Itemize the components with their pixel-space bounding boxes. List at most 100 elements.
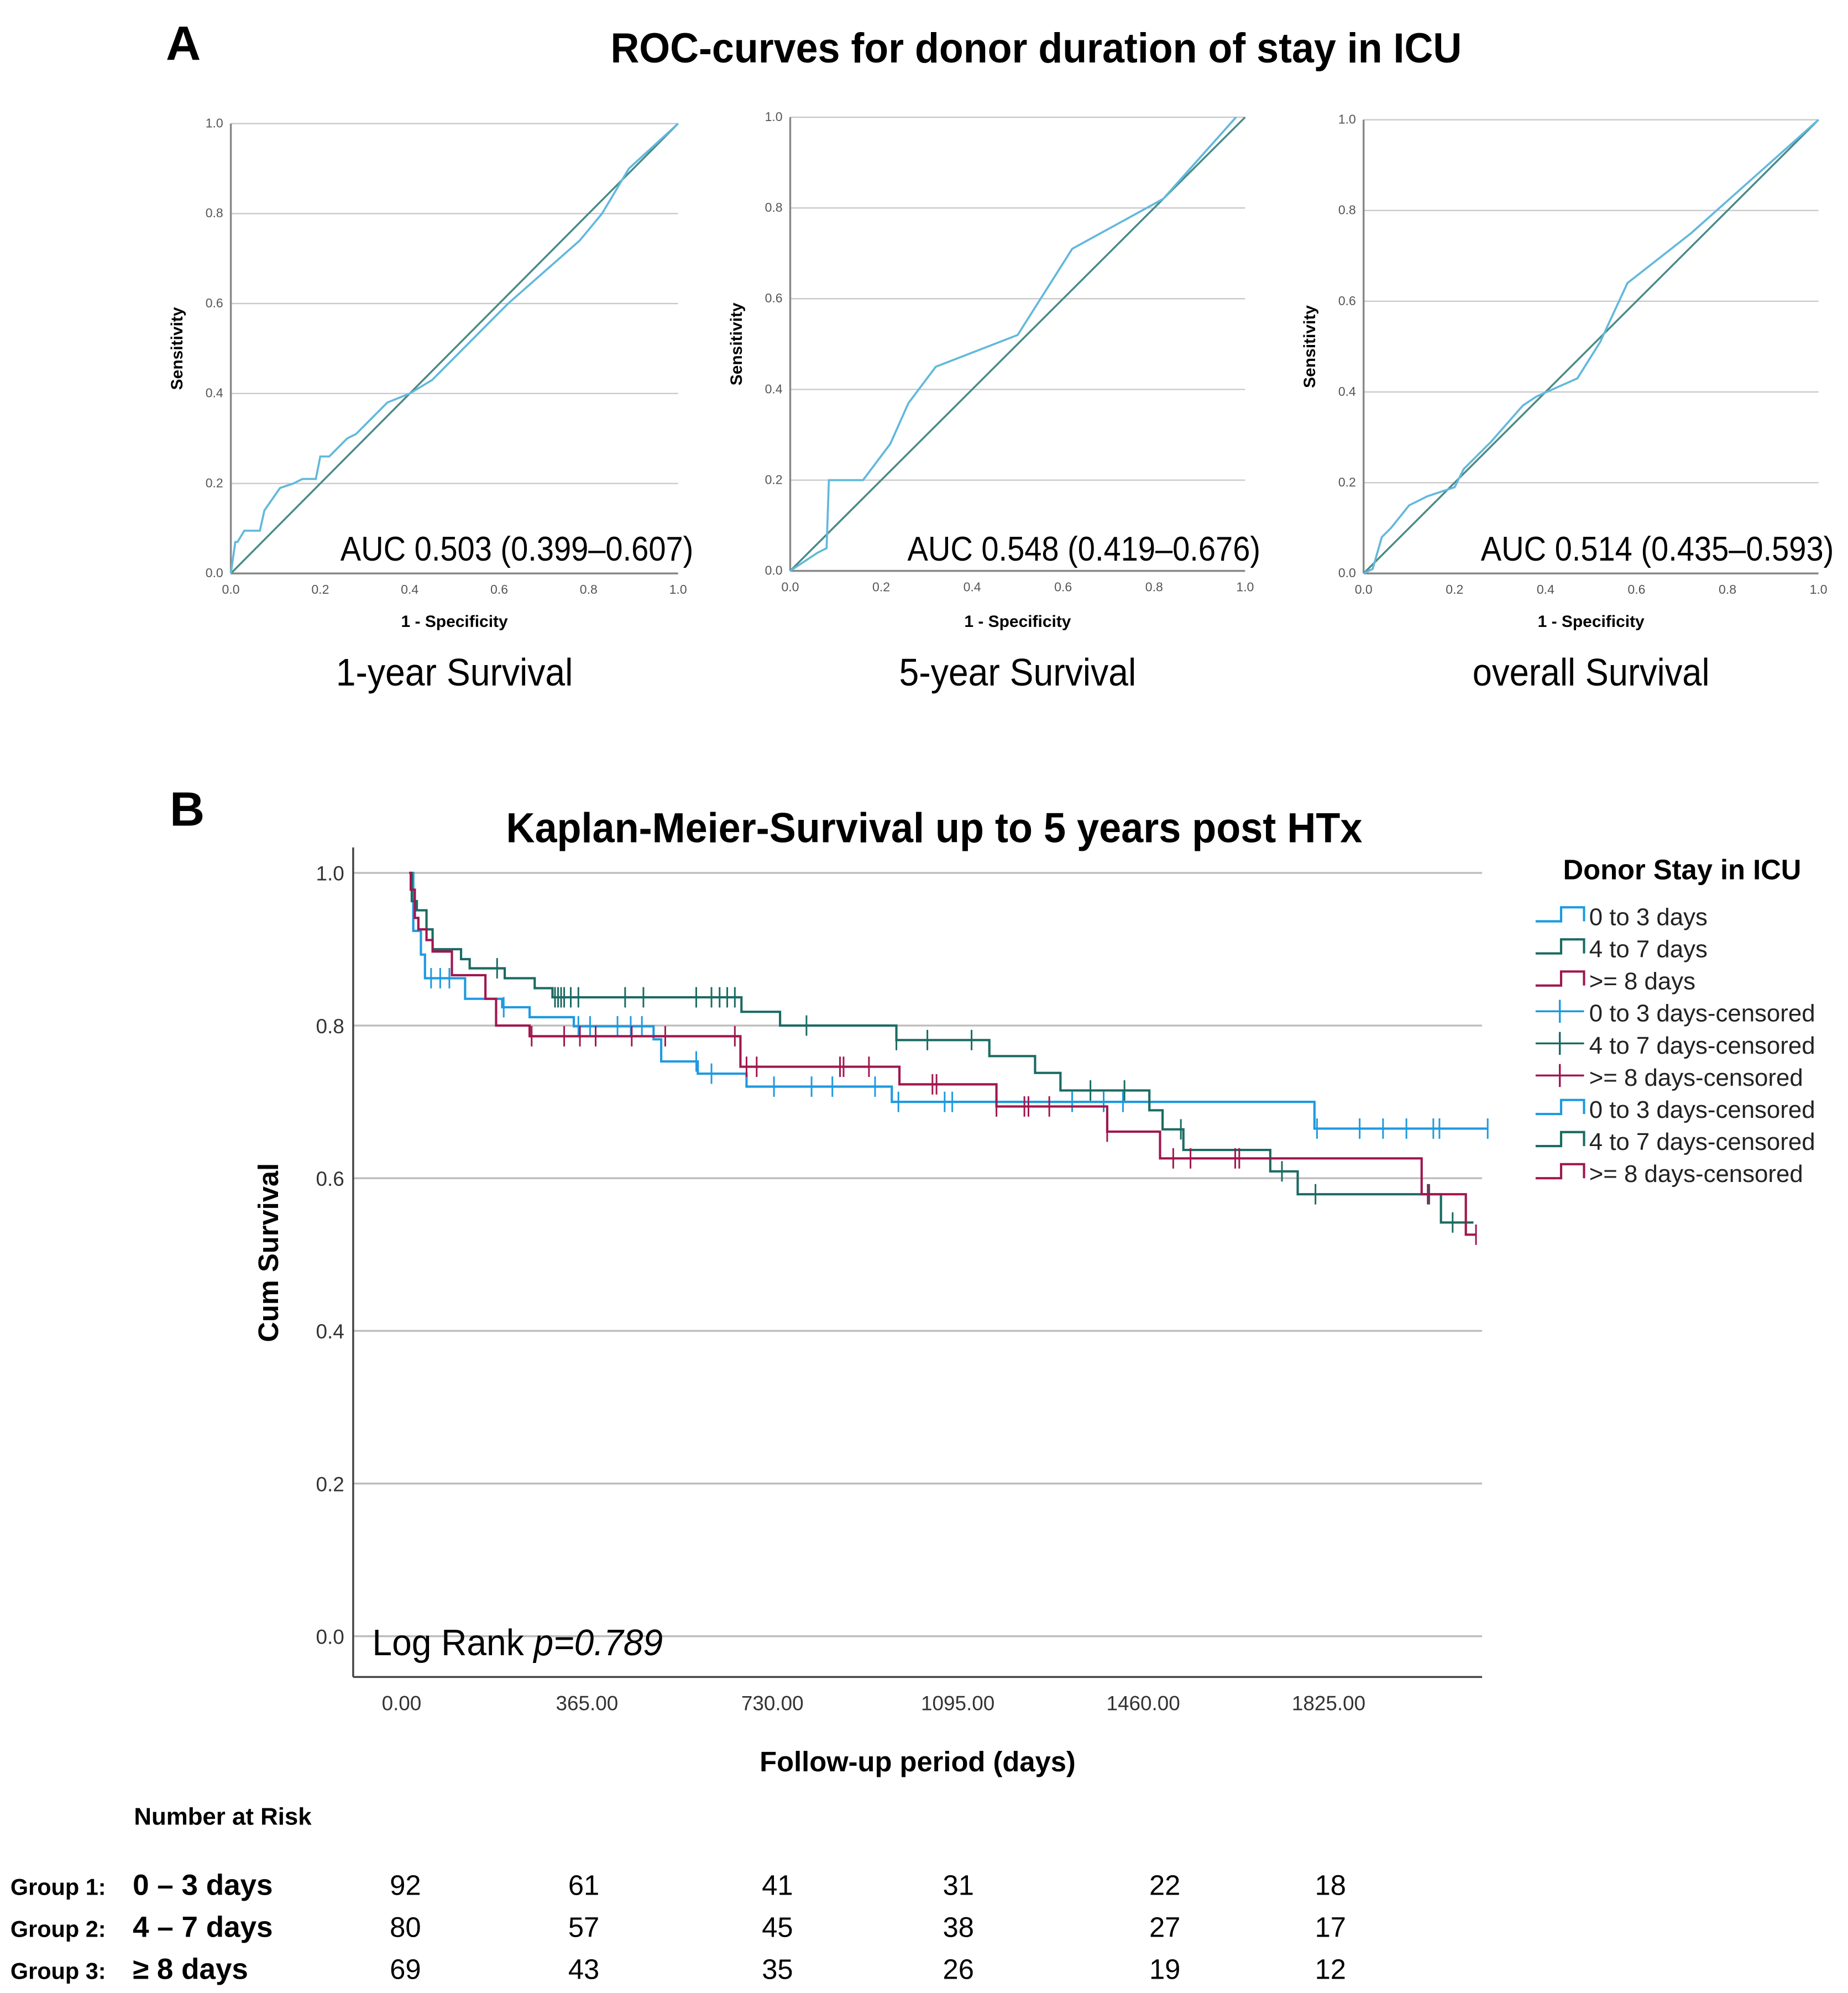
km-title: Kaplan-Meier-Survival up to 5 years post… [506,805,1362,852]
risk-count: 18 [1315,1870,1346,1901]
kaplan-meier-chart: 0.0 0.2 0.4 0.6 0.8 1.0 0.00 365.00 730.00 1095.0… [316,847,1489,1714]
risk-count: 61 [568,1870,599,1901]
x-tick-label: 0.2 [872,580,890,594]
y-tick-label: 1.0 [1338,112,1356,127]
legend-item: >= 8 days [1535,968,1695,995]
x-tick-label: 0.8 [1719,582,1736,597]
y-tick-label: 0.8 [1338,203,1356,217]
legend-item: 0 to 3 days [1535,903,1708,930]
roc-subtitle: 1-year Survival [336,651,573,694]
risk-count: 57 [568,1912,599,1943]
legend-item: 4 to 7 days [1535,936,1708,963]
y-tick-label: 0.0 [765,563,783,578]
roc-curve [1363,119,1819,574]
y-tick-label: 1.0 [316,862,344,885]
legend-label: 0 to 3 days-censored [1589,1000,1815,1027]
legend-step-icon [1535,906,1585,923]
legend-title: Donor Stay in ICU [1563,854,1802,885]
km-x-axis-label: Follow-up period (days) [760,1746,1076,1777]
number-at-risk-table: Number at Risk Group 1: 0 – 3 days 92 61 41 3… [11,1803,1346,1986]
y-tick-label: 0.8 [316,1015,344,1038]
y-tick-label: 0.0 [206,566,223,580]
roc-subtitle: 5-year Survival [899,651,1137,694]
risk-count: 17 [1315,1912,1346,1943]
x-tick-label: 730.00 [741,1692,804,1714]
y-tick-label: 0.8 [765,200,783,215]
risk-count: 45 [762,1912,793,1943]
risk-count: 35 [762,1954,793,1985]
x-axis-label: 1 - Specificity [1538,613,1645,631]
auc-label: AUC 0.548 (0.419–0.676) [908,530,1260,568]
risk-count: 12 [1315,1954,1346,1985]
y-tick-label: 0.4 [316,1320,344,1343]
roc-chart-overall: 0.0 0.2 0.4 0.6 0.8 1.0 0.0 0.2 0.4 0.6 0.8 1.0 AUC … [1301,112,1834,694]
log-rank-prefix: Log Rank [372,1622,533,1664]
panel-a-title: ROC-curves for donor duration of stay in… [610,25,1462,72]
risk-count: 27 [1149,1912,1180,1943]
legend-label: 0 to 3 days [1589,903,1708,930]
legend-item: 0 to 3 days-censored [1535,1096,1815,1123]
risk-count: 19 [1149,1954,1180,1985]
legend-item: >= 8 days-censored [1535,1064,1803,1091]
legend-step-icon [1535,938,1585,955]
reference-diagonal-line [230,123,679,574]
x-tick-label: 0.4 [964,580,981,594]
km-legend: Donor Stay in ICU 0 to 3 days 4 to 7 days… [1535,854,1815,1188]
risk-group-label: 0 – 3 days [133,1869,273,1902]
x-tick-label: 1460.00 [1106,1692,1180,1714]
roc-chart-5-year: 0.0 0.2 0.4 0.6 0.8 1.0 0.0 0.2 0.4 0.6 0.8 1.0 AUC … [727,109,1260,694]
y-tick-label: 0.6 [206,296,223,310]
roc-subtitle: overall Survival [1473,651,1710,694]
risk-count: 80 [390,1912,421,1943]
y-tick-label: 0.2 [206,475,223,490]
legend-label: 4 to 7 days [1589,936,1708,963]
number-at-risk-title: Number at Risk [134,1803,312,1830]
y-tick-label: 0.2 [316,1473,344,1495]
x-tick-label: 0.2 [311,582,329,597]
y-tick-label: 0.2 [765,472,783,487]
panel-a-label: A [166,16,201,70]
x-tick-label: 0.00 [382,1692,422,1714]
x-tick-label: 1825.00 [1292,1692,1365,1714]
survival-curve-group-1 [409,871,1488,1130]
risk-count: 43 [568,1954,599,1985]
x-tick-label: 1095.00 [921,1692,994,1714]
x-tick-label: 1.0 [1810,582,1828,597]
y-tick-label: 0.4 [1338,384,1356,399]
x-tick-label: 0.4 [1537,582,1554,597]
log-rank-p: p=0.789 [533,1622,663,1664]
x-tick-label: 0.0 [1355,582,1373,597]
y-tick-label: 0.2 [1338,475,1356,489]
x-tick-label: 0.6 [490,582,508,597]
x-tick-label: 365.00 [556,1692,618,1714]
x-tick-label: 0.8 [1145,580,1163,594]
legend-label: >= 8 days-censored [1589,1064,1803,1091]
legend-step-icon [1535,1163,1585,1180]
y-tick-label: 0.4 [765,381,783,396]
y-axis-label: Sensitivity [168,307,186,390]
risk-group-name: Group 1: [11,1874,106,1900]
risk-group-name: Group 3: [11,1958,106,1984]
legend-item: 4 to 7 days-censored [1535,1032,1815,1059]
auc-label: AUC 0.503 (0.399–0.607) [341,530,693,568]
roc-chart-1-year: 0.0 0.2 0.4 0.6 0.8 1.0 0.0 0.2 0.4 0.6 0.8 1.0 AUC … [168,116,693,694]
legend-item: 4 to 7 days-censored [1535,1128,1815,1155]
x-tick-label: 0.0 [781,580,799,594]
x-tick-label: 0.4 [401,582,418,597]
x-axis-label: 1 - Specificity [401,613,508,631]
risk-count: 22 [1149,1870,1180,1901]
x-tick-label: 0.0 [222,582,240,597]
x-tick-label: 1.0 [1236,580,1254,594]
y-tick-label: 0.4 [206,386,223,400]
legend-label: 0 to 3 days-censored [1589,1096,1815,1123]
x-axis-label: 1 - Specificity [964,613,1071,631]
y-tick-label: 0.6 [765,291,783,305]
km-y-axis-label: Cum Survival [253,1163,284,1342]
legend-label: 4 to 7 days-censored [1589,1032,1815,1059]
risk-group-label: ≥ 8 days [133,1953,248,1986]
y-tick-label: 0.6 [316,1168,344,1190]
x-tick-label: 0.6 [1054,580,1072,594]
survival-curve-group-2 [409,871,1474,1224]
legend-item: 0 to 3 days-censored [1535,1000,1815,1027]
